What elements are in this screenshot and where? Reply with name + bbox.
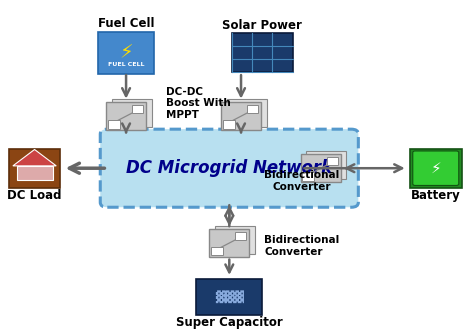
Text: ▓▓▓: ▓▓▓ [215,290,244,303]
FancyBboxPatch shape [301,154,341,182]
FancyBboxPatch shape [221,102,261,130]
Text: Bidirectional
Converter: Bidirectional Converter [264,235,340,257]
FancyBboxPatch shape [132,105,143,113]
Text: FUEL CELL: FUEL CELL [108,62,144,67]
Text: ⚡: ⚡ [119,43,133,62]
FancyBboxPatch shape [106,102,146,130]
Polygon shape [13,149,56,166]
FancyBboxPatch shape [410,149,462,188]
Text: DC Microgrid Network: DC Microgrid Network [126,159,332,177]
FancyBboxPatch shape [211,247,223,255]
Text: Battery: Battery [411,189,461,203]
Text: Solar Power: Solar Power [222,19,302,32]
Text: Fuel Cell: Fuel Cell [98,17,155,30]
FancyBboxPatch shape [327,157,338,165]
FancyBboxPatch shape [112,99,152,127]
FancyBboxPatch shape [215,226,255,254]
FancyBboxPatch shape [307,151,346,179]
FancyBboxPatch shape [413,151,459,186]
FancyBboxPatch shape [98,32,154,74]
FancyBboxPatch shape [227,99,266,127]
FancyBboxPatch shape [17,166,53,180]
FancyBboxPatch shape [108,120,120,128]
FancyBboxPatch shape [247,105,258,113]
Text: Super Capacitor: Super Capacitor [176,316,283,329]
FancyBboxPatch shape [196,279,262,315]
FancyBboxPatch shape [9,149,60,188]
FancyBboxPatch shape [210,229,249,257]
Text: DC-DC
Boost With
MPPT: DC-DC Boost With MPPT [166,87,231,120]
FancyBboxPatch shape [302,172,314,181]
FancyBboxPatch shape [235,232,246,240]
FancyBboxPatch shape [232,33,292,72]
Text: ⚡: ⚡ [430,161,441,176]
FancyBboxPatch shape [100,129,358,207]
Text: DC Load: DC Load [7,189,62,203]
Text: Bidirectional
Converter: Bidirectional Converter [264,170,340,192]
FancyBboxPatch shape [223,120,235,128]
